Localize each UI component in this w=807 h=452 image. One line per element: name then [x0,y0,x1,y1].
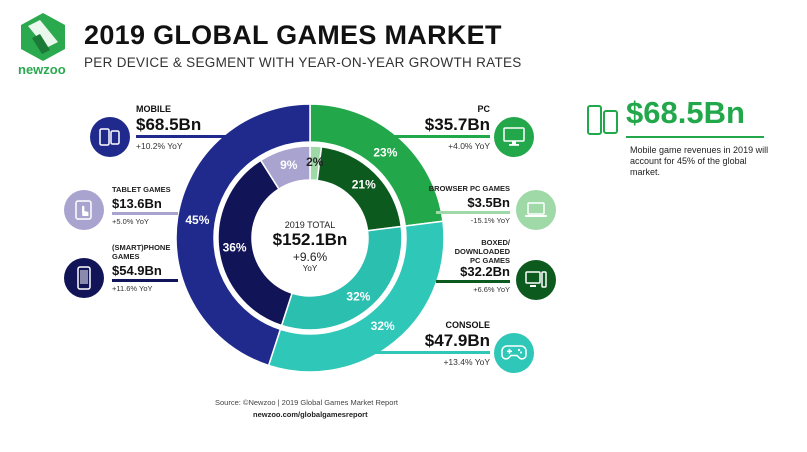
console-icon-circle [494,333,534,373]
page-title: 2019 GLOBAL GAMES MARKET [84,20,502,50]
center-summary: 2019 TOTAL $152.1Bn +9.6% YoY [262,220,358,273]
tablet-leader-line [112,212,178,215]
callout-value: $68.5Bn [626,95,745,130]
mobile-value: $68.5Bn [136,115,202,134]
inner-label-boxed-downloaded-pc-games: 21% [352,177,376,191]
center-yoy: +9.6% [292,250,328,264]
console-value: $47.9Bn [424,331,490,350]
gamepad-icon [501,345,527,360]
inner-ring [217,145,403,331]
mobile-icon-circle [90,117,130,157]
console-leader-line [370,351,490,354]
pc-name: PC [477,104,490,114]
browser-pc-name: BROWSER PC GAMES [428,184,510,193]
desktop-tower-icon [525,271,547,288]
smartphone-value: $54.9Bn [112,263,162,278]
monitor-icon [503,127,525,146]
center-yoy-label: YoY [302,264,318,273]
outer-slice-mobile [176,104,311,367]
inner-label-smart-phone-games: 36% [223,241,247,255]
boxed-pc-leader-line [436,280,510,283]
center-total-label: 2019 TOTAL [284,220,336,230]
outer-label-pc: 23% [373,145,397,159]
inner-label-browser-pc-games: 2% [306,155,324,169]
donut-chart: 23% 32% 45% 2% 21% 32% 36% 9% [176,104,444,372]
center-total-value: $152.1Bn [272,230,348,249]
mobile-yoy: +10.2% YoY [136,141,183,151]
inner-label-tablet-games: 9% [280,158,298,172]
smartphone-yoy: +11.6% YoY [112,284,153,293]
pc-icon-circle [494,117,534,157]
outer-ring [176,104,444,372]
pc-leader-line [380,135,490,138]
callout-description: Mobile game revenues in 2019 will accoun… [630,145,769,177]
smartphone-icon [77,266,91,290]
newzoo-logo-icon [21,13,65,61]
console-yoy: +13.4% YoY [443,357,490,367]
tablet-name: TABLET GAMES [112,185,171,194]
tablet-yoy: +5.0% YoY [112,217,149,226]
smartphone-name: (SMART)PHONE GAMES [112,243,171,261]
tablet-value: $13.6Bn [112,196,162,211]
source-link: newzoo.com/globalgamesreport [253,410,368,419]
laptop-icon [525,202,547,217]
ring-labels: 23% 32% 45% 2% 21% 32% 36% 9% [185,145,397,332]
callout-divider [626,136,764,138]
mobile-devices-icon [99,128,120,146]
smartphone-icon-circle [64,258,104,298]
outer-label-console: 32% [371,319,395,333]
browser-pc-yoy: -15.1% YoY [470,216,510,225]
pc-value: $35.7Bn [424,115,490,134]
mobile-name: MOBILE [136,104,171,114]
page-subtitle: PER DEVICE & SEGMENT WITH YEAR-ON-YEAR G… [84,55,522,70]
boxed-pc-icon-circle [516,260,556,300]
outer-label-mobile: 45% [185,213,209,227]
mobile-devices-icon [587,105,618,135]
boxed-pc-name: BOXED/ DOWNLOADED PC GAMES [454,238,510,265]
browser-pc-value: $3.5Bn [467,195,510,210]
center-hole [252,180,368,296]
inner-label-console: 32% [346,290,370,304]
console-name: CONSOLE [445,320,490,330]
smartphone-leader-line [112,279,178,282]
tablet-icon [75,200,92,220]
browser-pc-icon-circle [516,190,556,230]
boxed-pc-yoy: +6.6% YoY [473,285,510,294]
tablet-icon-circle [64,190,104,230]
mobile-leader-line [136,135,276,138]
logo-text: newzoo [18,62,66,77]
boxed-pc-value: $32.2Bn [460,264,510,279]
pc-yoy: +4.0% YoY [448,141,490,151]
browser-pc-leader-line [436,211,510,214]
source-note: Source: ©Newzoo | 2019 Global Games Mark… [215,398,398,407]
